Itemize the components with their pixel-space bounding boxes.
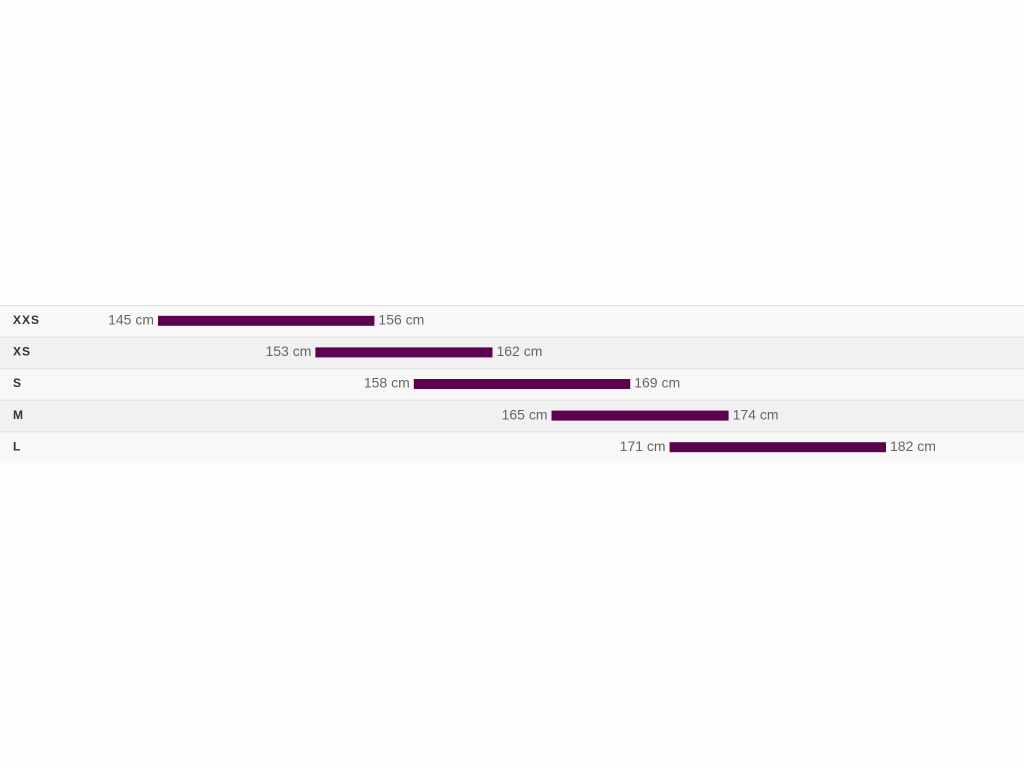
high-label: 169 cm bbox=[634, 375, 680, 391]
low-label: 153 cm bbox=[265, 343, 311, 359]
low-label: 158 cm bbox=[364, 375, 410, 391]
size-label: XXS bbox=[13, 313, 40, 327]
size-label: L bbox=[13, 439, 21, 453]
size-label: M bbox=[13, 408, 24, 422]
row-background bbox=[0, 336, 1024, 369]
size-label: S bbox=[13, 376, 22, 390]
range-bar bbox=[315, 347, 493, 358]
high-label: 156 cm bbox=[378, 312, 424, 328]
row-background bbox=[0, 399, 1024, 432]
size-label: XS bbox=[13, 345, 31, 359]
range-bar bbox=[669, 442, 886, 453]
range-bar bbox=[413, 379, 631, 389]
high-label: 162 cm bbox=[496, 343, 542, 359]
high-label: 174 cm bbox=[733, 406, 779, 422]
low-label: 165 cm bbox=[502, 406, 548, 422]
low-label: 171 cm bbox=[620, 438, 666, 454]
high-label: 182 cm bbox=[890, 438, 936, 454]
range-bar bbox=[551, 410, 729, 421]
low-label: 145 cm bbox=[108, 312, 154, 328]
range-bar bbox=[158, 315, 375, 326]
